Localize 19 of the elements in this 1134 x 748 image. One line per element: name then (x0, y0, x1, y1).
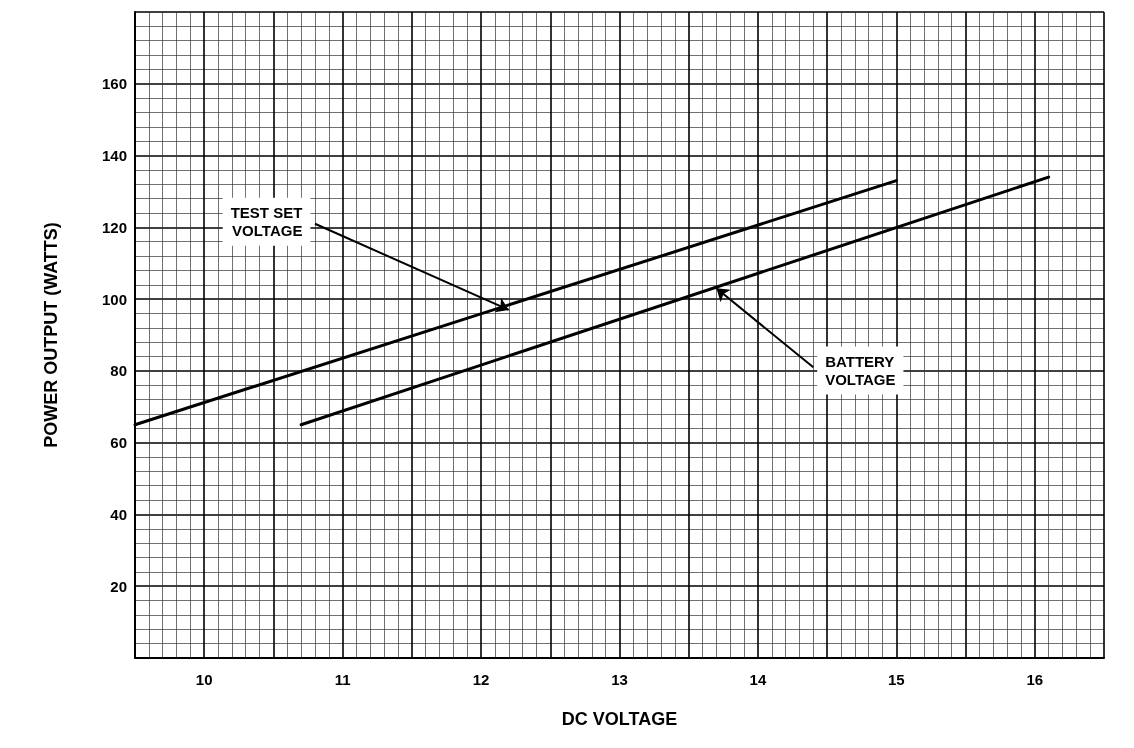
x-tick-label: 11 (334, 671, 351, 688)
y-tick-label: 140 (101, 147, 127, 165)
x-axis-title: DC VOLTAGE (561, 709, 678, 729)
y-tick-label: 80 (110, 362, 127, 380)
x-tick-label: 14 (749, 671, 767, 688)
y-tick-label: 40 (110, 505, 127, 523)
y-tick-label: 120 (101, 218, 127, 236)
x-tick-label: 12 (472, 671, 490, 688)
x-tick-label: 15 (888, 671, 905, 688)
y-tick-label: 100 (101, 290, 127, 308)
x-tick-label: 16 (1026, 671, 1044, 688)
y-tick-label: 20 (110, 577, 127, 595)
y-tick-label: 160 (101, 75, 127, 93)
y-axis-title: POWER OUTPUT (WATTS) (41, 222, 61, 448)
x-tick-label: 13 (611, 671, 628, 688)
x-tick-label: 10 (195, 671, 213, 688)
annotation: TEST SET VOLTAGE (230, 204, 303, 240)
y-tick-label: 60 (110, 434, 127, 452)
annotation: BATTERY VOLTAGE (825, 352, 896, 388)
